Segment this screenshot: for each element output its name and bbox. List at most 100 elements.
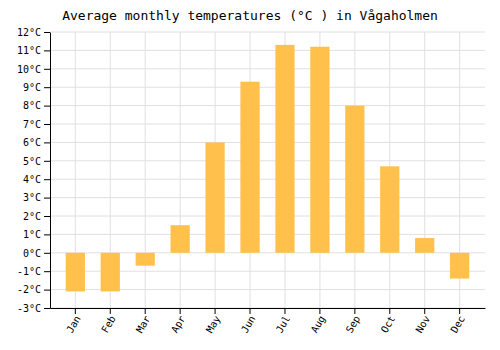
tick: 2°C bbox=[23, 211, 50, 222]
tick-mark bbox=[44, 234, 50, 235]
tick-mark bbox=[44, 198, 50, 199]
tick: 6°C bbox=[23, 137, 50, 148]
tick: Dec bbox=[449, 308, 468, 335]
tick-mark bbox=[44, 87, 50, 88]
tick: May bbox=[204, 308, 223, 335]
tick: Apr bbox=[169, 308, 188, 335]
tick-mark bbox=[250, 308, 251, 314]
bar bbox=[310, 47, 329, 253]
grid-line bbox=[50, 216, 485, 217]
grid-line bbox=[50, 308, 485, 309]
bar bbox=[240, 82, 259, 253]
tick: 3°C bbox=[23, 192, 50, 203]
tick-label: 11°C bbox=[17, 45, 41, 56]
tick: Jan bbox=[64, 308, 83, 335]
tick-label: -1°C bbox=[17, 266, 41, 277]
tick: 11°C bbox=[17, 45, 50, 56]
tick-label: -2°C bbox=[17, 284, 41, 295]
tick-label: Sep bbox=[344, 314, 363, 335]
tick-label: 4°C bbox=[23, 174, 41, 185]
tick-label: 7°C bbox=[23, 119, 41, 130]
tick-label: 0°C bbox=[23, 248, 41, 259]
tick: 7°C bbox=[23, 119, 50, 130]
tick-mark bbox=[44, 253, 50, 254]
tick-mark bbox=[44, 216, 50, 217]
tick-label: 10°C bbox=[17, 64, 41, 75]
grid-line bbox=[50, 105, 485, 106]
tick: 9°C bbox=[23, 82, 50, 93]
tick-label: 8°C bbox=[23, 100, 41, 111]
tick-label: Jan bbox=[64, 314, 83, 335]
bar bbox=[66, 253, 85, 292]
grid-line bbox=[50, 179, 485, 180]
tick: 5°C bbox=[23, 156, 50, 167]
tick-mark bbox=[44, 106, 50, 107]
tick-mark bbox=[145, 308, 146, 314]
tick-label: Feb bbox=[99, 314, 118, 335]
tick: 12°C bbox=[17, 27, 50, 38]
tick-mark bbox=[180, 308, 181, 314]
tick-mark bbox=[44, 161, 50, 162]
grid bbox=[50, 32, 485, 308]
tick: Jul bbox=[274, 308, 293, 335]
tick-mark bbox=[44, 308, 50, 309]
tick-label: Jul bbox=[274, 314, 293, 335]
grid-line bbox=[180, 32, 181, 308]
grid-line bbox=[50, 87, 485, 88]
tick: Nov bbox=[414, 308, 433, 335]
bar bbox=[205, 142, 224, 252]
tick: 1°C bbox=[23, 229, 50, 240]
grid-line bbox=[50, 142, 485, 143]
tick-label: Oct bbox=[379, 314, 398, 335]
title: Average monthly temperatures (°C ) in Vå… bbox=[62, 8, 438, 23]
tick: -3°C bbox=[17, 303, 50, 314]
grid-line bbox=[50, 68, 485, 69]
bar bbox=[275, 45, 294, 253]
tick-mark bbox=[44, 124, 50, 125]
tick-mark bbox=[389, 308, 390, 314]
tick-mark bbox=[44, 69, 50, 70]
grid-line bbox=[424, 32, 425, 308]
tick: -2°C bbox=[17, 284, 50, 295]
tick: 8°C bbox=[23, 100, 50, 111]
grid-line bbox=[145, 32, 146, 308]
tick-mark bbox=[44, 271, 50, 272]
grid-line bbox=[50, 50, 485, 51]
tick-label: 1°C bbox=[23, 229, 41, 240]
grid-line bbox=[50, 160, 485, 161]
tick: Feb bbox=[99, 308, 118, 335]
chart: Average monthly temperatures (°C ) in Vå… bbox=[0, 0, 500, 350]
plot: -3°C -2°C -1°C 0°C 1°C 2°C 3°C 4°C 5°C 6°C 7°C 8°C 9… bbox=[17, 27, 486, 335]
tick-label: 6°C bbox=[23, 137, 41, 148]
tick-label: 2°C bbox=[23, 211, 41, 222]
tick-label: 5°C bbox=[23, 156, 41, 167]
grid-line bbox=[50, 32, 485, 33]
tick-mark bbox=[44, 142, 50, 143]
bars bbox=[66, 45, 470, 292]
tick-label: Mar bbox=[134, 314, 153, 335]
tick-mark bbox=[110, 308, 111, 314]
tick-label: Aug bbox=[309, 314, 328, 335]
bar bbox=[450, 253, 469, 279]
tick: Aug bbox=[309, 308, 328, 335]
tick: 4°C bbox=[23, 174, 50, 185]
tick-label: 12°C bbox=[17, 27, 41, 38]
tick-mark bbox=[354, 308, 355, 314]
tick-label: 3°C bbox=[23, 192, 41, 203]
grid-line bbox=[50, 124, 485, 125]
tick-mark bbox=[44, 290, 50, 291]
tick: Sep bbox=[344, 308, 363, 335]
y-axis: -3°C -2°C -1°C 0°C 1°C 2°C 3°C 4°C 5°C 6°C 7°C 8°C 9… bbox=[17, 27, 51, 314]
tick-label: Dec bbox=[449, 314, 468, 335]
tick-label: Apr bbox=[169, 314, 188, 335]
bar bbox=[136, 253, 155, 266]
bar bbox=[101, 253, 120, 292]
tick: Oct bbox=[379, 308, 398, 335]
tick-mark bbox=[284, 308, 285, 314]
bar bbox=[345, 106, 364, 253]
tick-mark bbox=[44, 32, 50, 33]
tick: Jun bbox=[239, 308, 258, 335]
tick-label: May bbox=[204, 314, 223, 335]
tick-mark bbox=[215, 308, 216, 314]
bar bbox=[415, 238, 434, 253]
